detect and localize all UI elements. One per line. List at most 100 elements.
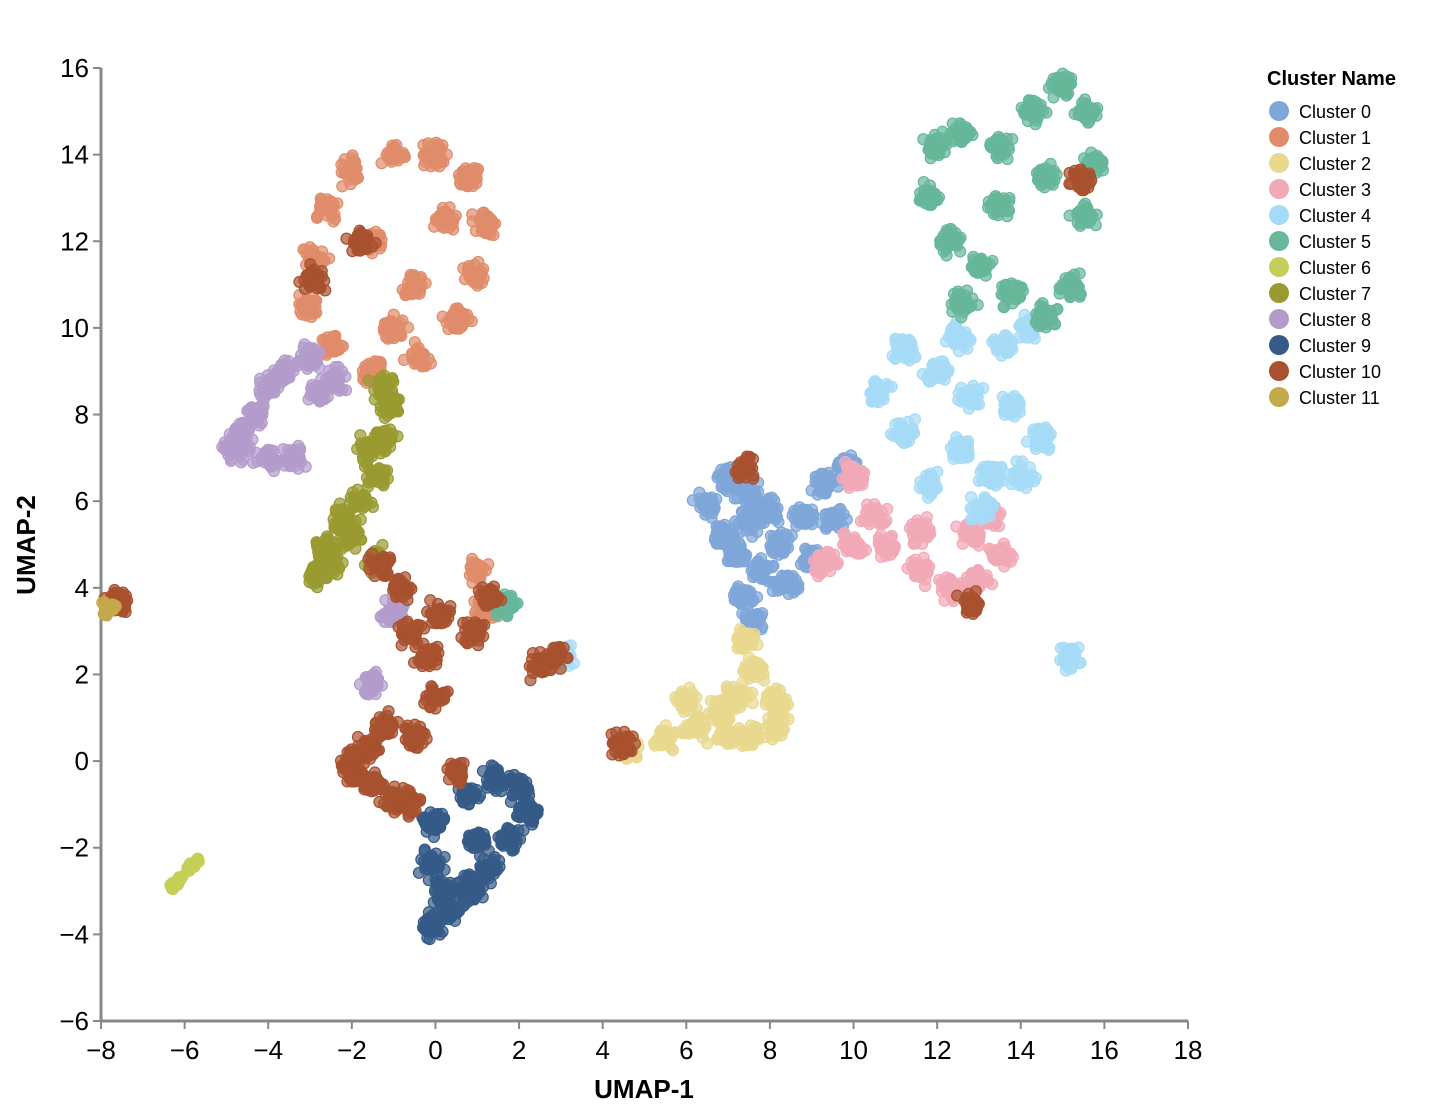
data-point <box>386 139 399 152</box>
data-point <box>755 572 768 585</box>
data-point <box>728 492 741 505</box>
data-point <box>919 527 932 540</box>
data-point <box>935 140 948 153</box>
data-point <box>374 440 387 453</box>
data-point <box>756 607 769 620</box>
data-point <box>384 318 397 331</box>
data-point <box>343 162 356 175</box>
data-point <box>1032 433 1045 446</box>
data-point <box>1025 329 1038 342</box>
data-point <box>354 513 367 526</box>
data-point <box>736 607 749 620</box>
y-tick-label: 4 <box>75 573 89 603</box>
data-point <box>1047 317 1060 331</box>
data-point <box>967 535 980 548</box>
data-point <box>962 444 975 457</box>
data-point <box>360 499 373 512</box>
data-point <box>276 361 289 375</box>
data-point <box>746 696 759 710</box>
data-point <box>909 351 922 364</box>
y-tick-label: −2 <box>59 833 89 863</box>
data-point <box>307 343 320 357</box>
data-point <box>478 213 491 226</box>
data-point <box>254 372 267 385</box>
data-point <box>950 237 963 251</box>
data-point <box>943 579 957 592</box>
x-tick-label: −6 <box>170 1035 200 1065</box>
data-point <box>264 382 278 395</box>
data-point <box>430 136 443 149</box>
data-point <box>457 307 470 320</box>
data-point <box>982 502 995 515</box>
data-point <box>788 504 801 517</box>
data-point <box>782 587 795 601</box>
data-point <box>925 369 938 382</box>
x-tick-label: −4 <box>253 1035 283 1065</box>
data-point <box>997 301 1011 314</box>
data-point <box>227 431 240 445</box>
data-point <box>749 729 763 743</box>
data-point <box>277 443 290 456</box>
data-point <box>746 594 759 608</box>
data-point <box>509 597 522 610</box>
data-point <box>683 723 697 736</box>
x-axis-ticks: −8 −6 −4 −2 0 2 4 6 8 10 12 14 16 18 <box>86 1021 1202 1065</box>
data-point <box>466 576 479 589</box>
y-tick-label: 12 <box>60 226 89 256</box>
data-point <box>1041 176 1054 189</box>
data-point <box>866 385 879 398</box>
data-point <box>878 536 892 549</box>
data-point <box>171 877 185 890</box>
x-tick-label: 2 <box>512 1035 526 1065</box>
data-point <box>1073 208 1087 221</box>
data-point <box>386 388 399 401</box>
data-point <box>1004 555 1017 568</box>
data-point <box>947 447 960 460</box>
series-cluster-6 <box>164 852 205 896</box>
data-point <box>967 379 980 392</box>
data-point <box>934 236 948 250</box>
data-point <box>925 133 938 146</box>
data-point <box>720 479 734 492</box>
x-tick-label: 6 <box>679 1035 693 1065</box>
data-point <box>780 571 793 584</box>
data-point <box>782 713 795 726</box>
data-point <box>369 687 382 701</box>
data-point <box>875 517 889 530</box>
data-point <box>219 443 232 456</box>
data-point <box>728 695 741 708</box>
data-point <box>261 446 275 460</box>
x-tick-label: −2 <box>337 1035 367 1065</box>
data-point <box>1095 160 1108 173</box>
data-point <box>756 661 769 674</box>
data-point <box>732 547 745 560</box>
data-point <box>988 473 1001 486</box>
data-point <box>1051 71 1064 84</box>
data-point <box>659 719 672 732</box>
data-point <box>928 478 941 491</box>
data-point <box>993 200 1006 213</box>
data-point <box>1074 106 1088 120</box>
data-point <box>657 731 671 744</box>
data-point <box>905 337 918 350</box>
data-point <box>771 536 784 549</box>
data-point <box>367 469 380 483</box>
x-tick-label: 12 <box>923 1035 952 1065</box>
data-point <box>1014 478 1028 491</box>
data-point <box>707 705 720 718</box>
data-point <box>1030 166 1044 180</box>
data-point <box>739 555 752 568</box>
data-point <box>726 522 739 536</box>
data-point <box>830 558 843 571</box>
data-point <box>322 252 336 265</box>
data-point <box>748 508 761 521</box>
data-point <box>876 386 890 399</box>
data-point <box>677 702 690 715</box>
data-point <box>366 675 380 688</box>
data-point <box>746 530 759 543</box>
data-point <box>1010 293 1023 306</box>
data-point <box>336 180 349 193</box>
y-tick-label: −4 <box>59 919 89 949</box>
data-point <box>777 546 790 559</box>
